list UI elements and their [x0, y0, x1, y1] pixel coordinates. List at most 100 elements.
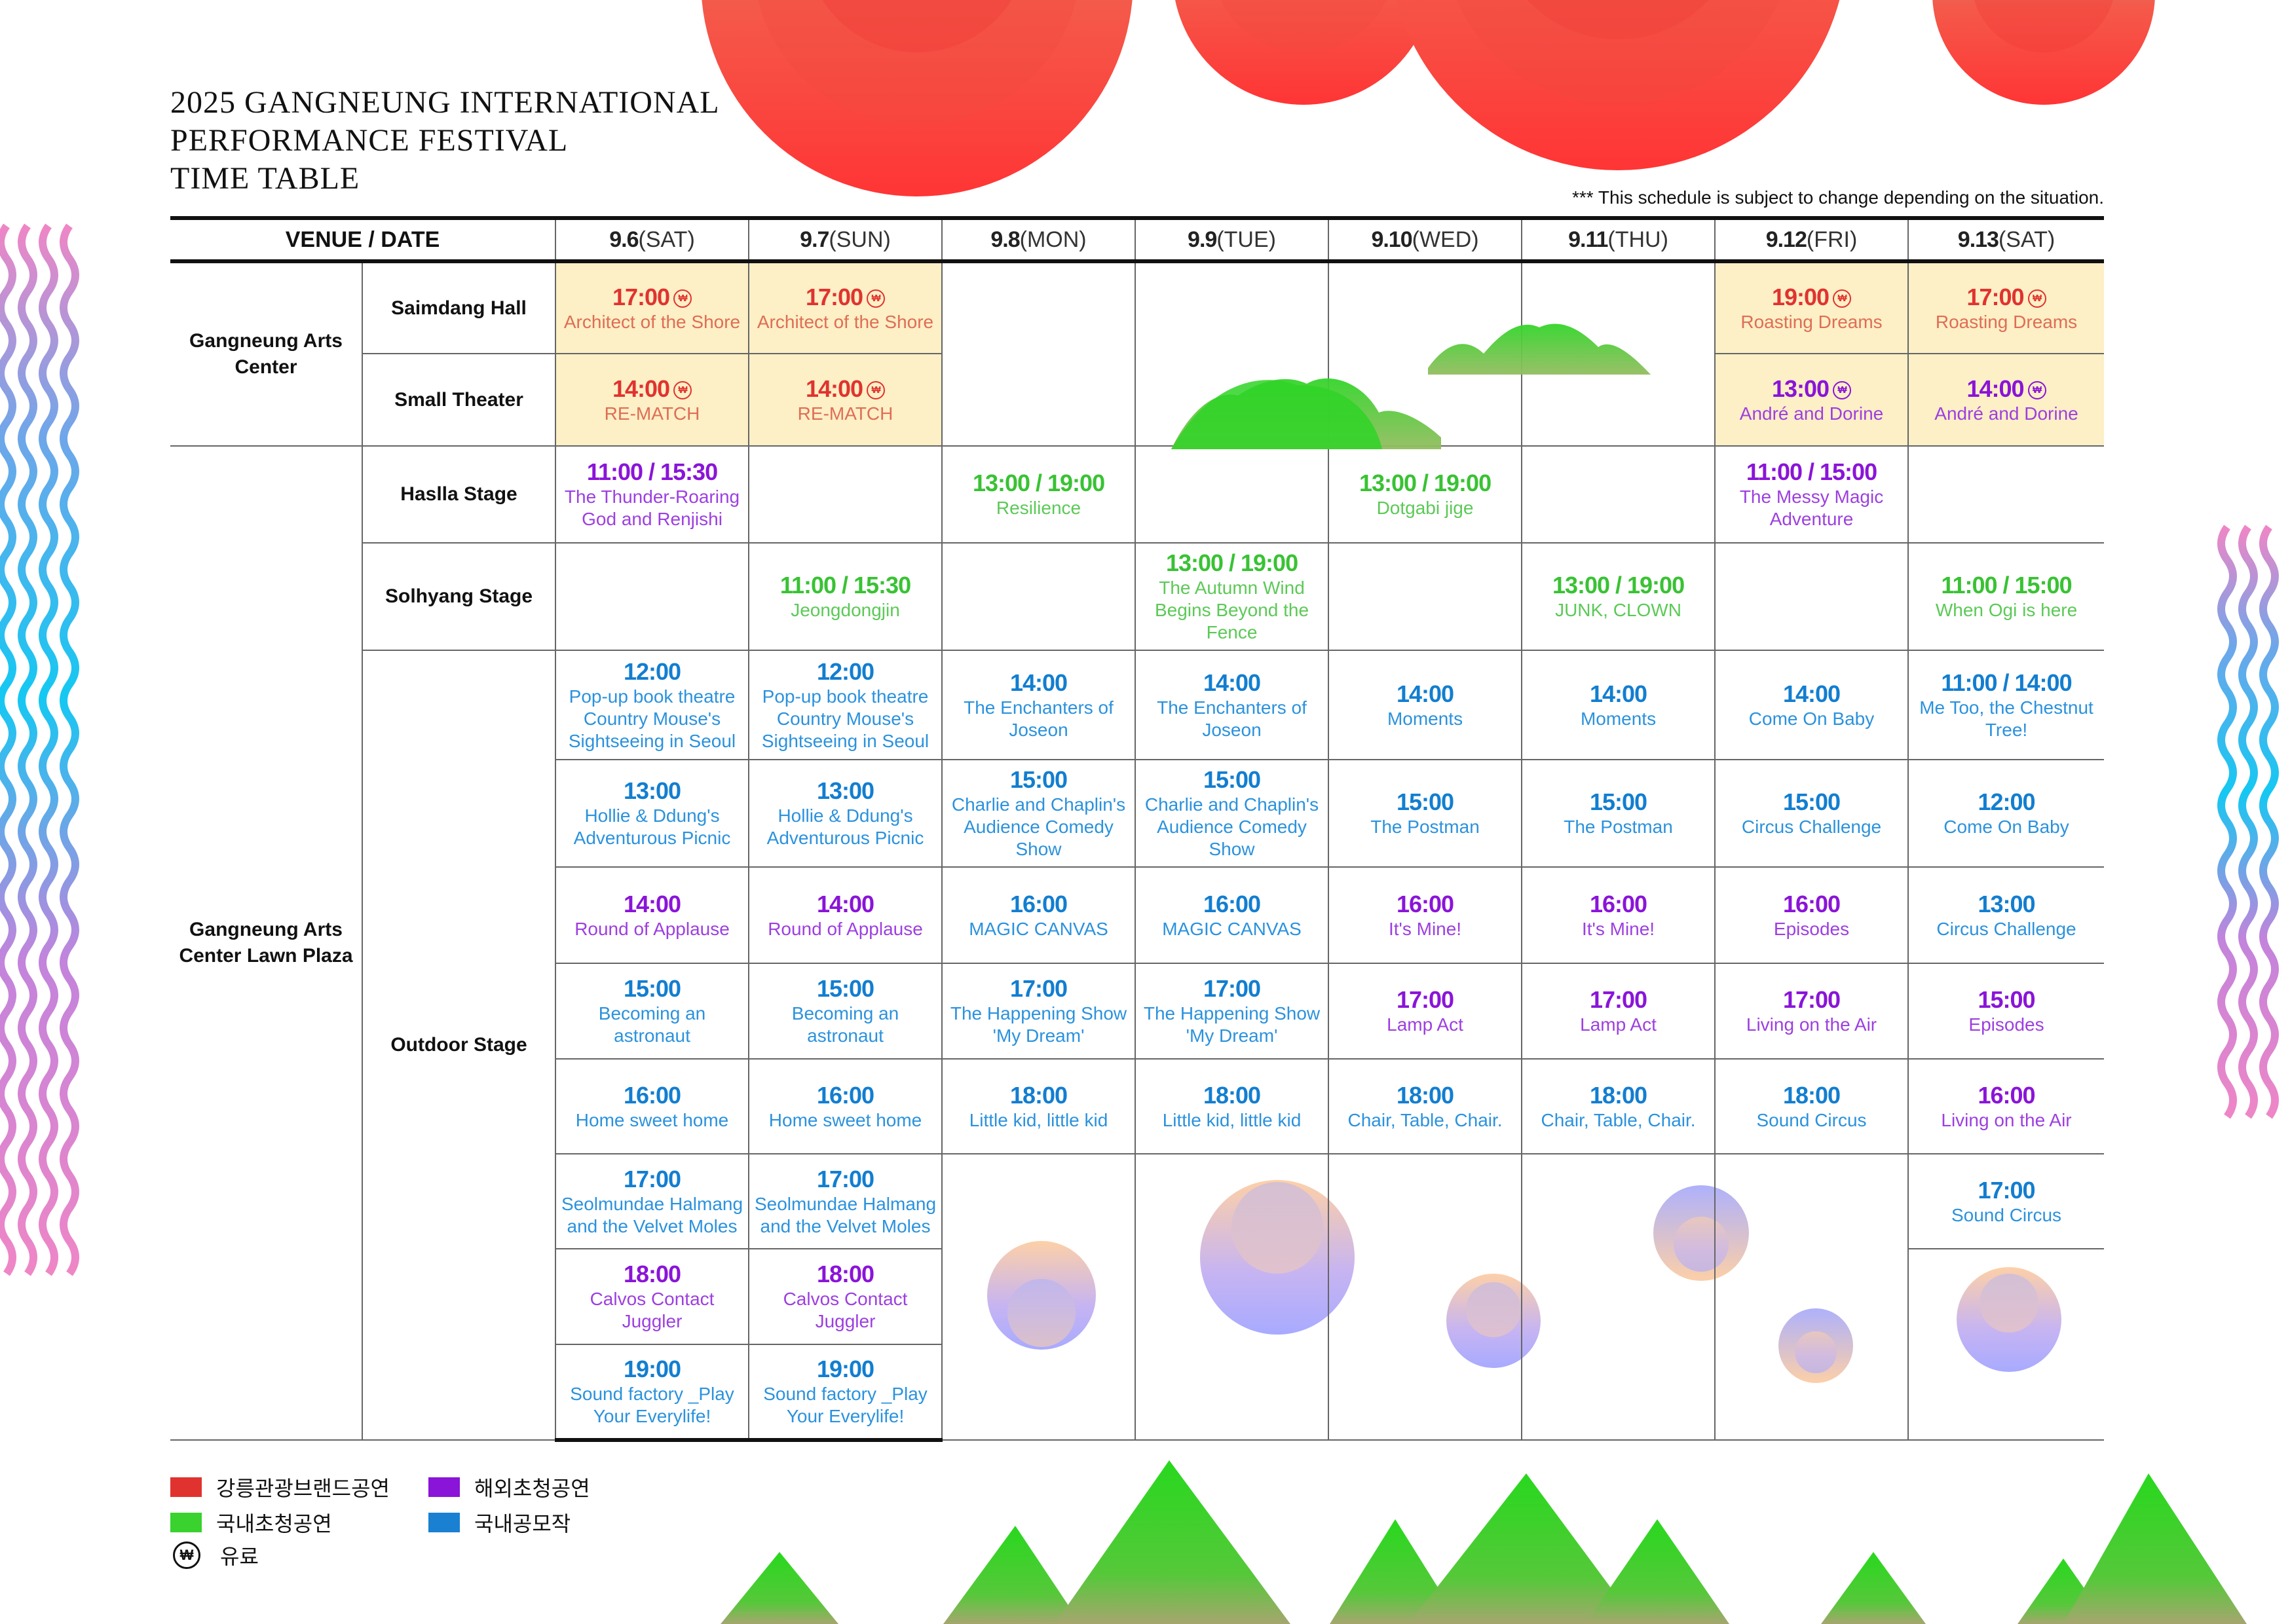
paid-icon: ₩ [1833, 380, 1852, 399]
performance-cell: 15:00 Becoming an astronaut [748, 963, 943, 1060]
performance-cell: 13:00 / 19:00 Dotgabi jige [1328, 445, 1523, 544]
performance-cell: 11:00 / 15:00 The Messy Magic Adventure [1714, 445, 1909, 544]
row-outdoor: 14:00 Round of Applause 14:00 Round of App… [170, 866, 2105, 964]
performance-cell: 14:00 Moments [1521, 650, 1716, 760]
legend-item-domestic-open: 국내공모작 [428, 1507, 571, 1538]
venue-lawn-plaza: Gangneung Arts Center Lawn Plaza [170, 445, 363, 1441]
top-circle-decoration [702, 0, 2155, 196]
empty-cell [1521, 261, 1716, 447]
row-outdoor: Outdoor Stage 12:00 Pop-up book theatre C… [170, 650, 2105, 1441]
row-outdoor: 13:00 Hollie & Ddung's Adventurous Picnic… [170, 759, 2105, 868]
performance-cell: 13:00 / 19:00 Resilience [941, 445, 1136, 544]
performance-cell: 15:00 Becoming an astronaut [555, 963, 750, 1060]
performance-cell: 19:00 Sound factory _Play Your Everylife! [748, 1344, 943, 1442]
empty-cell [1328, 542, 1523, 651]
date-header: 9.6(SAT) [555, 216, 750, 263]
subvenue-solhyang: Solhyang Stage [361, 542, 557, 651]
left-wave-decoration [0, 223, 79, 1276]
legend-item-brand: 강릉관광브랜드공연 [170, 1472, 390, 1502]
performance-cell: 18:00 Calvos Contact Juggler [748, 1248, 943, 1345]
performance-cell: 15:00 Charlie and Chaplin's Audience Come… [941, 759, 1136, 868]
venue-date-header: VENUE / DATE [170, 216, 557, 263]
performance-cell: 17:00 ₩ Architect of the Shore [555, 261, 750, 354]
empty-cell [941, 542, 1136, 651]
paid-icon: ₩ [673, 289, 692, 308]
performance-cell: 13:00 ₩ André and Dorine [1714, 353, 1909, 447]
empty-cell [748, 445, 943, 544]
performance-cell: 11:00 / 15:00 When Ogi is here [1907, 542, 2105, 651]
performance-cell: 17:00 ₩ Roasting Dreams [1907, 261, 2105, 354]
empty-cell [1714, 542, 1909, 651]
subvenue-haslla: Haslla Stage [361, 445, 557, 544]
empty-cell [1135, 261, 1330, 447]
performance-cell: 16:00 It's Mine! [1521, 866, 1716, 964]
timetable: VENUE / DATE 9.6(SAT) 9.7(SUN) 9.8(MON) … [170, 216, 2105, 1442]
performance-cell: 13:00 / 19:00 JUNK, CLOWN [1521, 542, 1716, 651]
performance-cell: 18:00 Chair, Table, Chair. [1328, 1058, 1523, 1154]
paid-icon: ₩ [2027, 289, 2046, 308]
date-header: 9.11(THU) [1521, 216, 1716, 263]
performance-cell: 18:00 Little kid, little kid [1135, 1058, 1330, 1154]
performance-cell: 16:00 MAGIC CANVAS [941, 866, 1136, 964]
performance-cell: 18:00 Calvos Contact Juggler [555, 1248, 750, 1345]
performance-cell: 16:00 Home sweet home [555, 1058, 750, 1154]
date-header: 9.12(FRI) [1714, 216, 1909, 263]
legend-item-domestic-invited: 국내초청공연 [170, 1507, 332, 1538]
empty-cell [1521, 445, 1716, 544]
performance-cell: 19:00 Sound factory _Play Your Everylife! [555, 1344, 750, 1442]
title-line-3: TIME TABLE [170, 161, 360, 196]
venue-arts-center: Gangneung Arts Center [170, 261, 363, 447]
paid-icon: ₩ [867, 380, 886, 399]
performance-cell: 14:00 Round of Applause [555, 866, 750, 964]
legend-swatch [170, 1477, 202, 1497]
row-outdoor: 17:00 Seolmundae Halmang and the Velvet M… [170, 1153, 2105, 1441]
subvenue-small-theater: Small Theater [361, 353, 557, 447]
performance-cell: 19:00 ₩ Roasting Dreams [1714, 261, 1909, 354]
date-header: 9.13(SAT) [1907, 216, 2105, 263]
row-small-theater: Small Theater 14:00 ₩ RE-MATCH 14:00 ₩ RE-MA… [170, 353, 2105, 447]
row-outdoor: 19:00 Sound factory _Play Your Everylife!… [170, 1344, 2104, 1442]
date-header: 9.7(SUN) [748, 216, 943, 263]
empty-cell [1521, 1153, 1716, 1441]
legend-swatch [170, 1513, 202, 1532]
legend-item-overseas: 해외초청공연 [428, 1472, 590, 1502]
empty-cell [1135, 1153, 1330, 1441]
performance-cell: 11:00 / 14:00 Me Too, the Chestnut Tree! [1907, 650, 2105, 760]
row-saimdang: Gangneung Arts Center Saimdang Hall 17:0… [170, 261, 2105, 447]
row-outdoor: 16:00 Home sweet home 16:00 Home sweet hom… [170, 1058, 2105, 1154]
performance-cell: 16:00 MAGIC CANVAS [1135, 866, 1330, 964]
performance-cell: 17:00 Sound Circus [1907, 1153, 2105, 1249]
date-header: 9.10(WED) [1328, 216, 1523, 263]
performance-cell: 12:00 Pop-up book theatre Country Mouse's… [555, 650, 750, 760]
performance-cell: 16:00 Home sweet home [748, 1058, 943, 1154]
date-header: 9.9(TUE) [1135, 216, 1330, 263]
schedule-notice: *** This schedule is subject to change d… [1571, 187, 2104, 208]
page-title: 2025 GANGNEUNG INTERNATIONAL PERFORMANCE… [170, 84, 720, 198]
row-haslla: Gangneung Arts Center Lawn Plaza Haslla … [170, 445, 2105, 1441]
performance-cell: 16:00 Episodes [1714, 866, 1909, 964]
performance-cell: 14:00 ₩ André and Dorine [1907, 353, 2105, 447]
performance-cell: 15:00 Charlie and Chaplin's Audience Come… [1135, 759, 1330, 868]
title-line-1: 2025 GANGNEUNG INTERNATIONAL [170, 85, 720, 120]
performance-cell: 14:00 The Enchanters of Joseon [1135, 650, 1330, 760]
performance-cell: 14:00 Come On Baby [1714, 650, 1909, 760]
performance-cell: 14:00 The Enchanters of Joseon [941, 650, 1136, 760]
empty-cell [1907, 1248, 2105, 1441]
date-header: 9.8(MON) [941, 216, 1136, 263]
empty-cell [1907, 445, 2105, 544]
right-wave-decoration [2217, 525, 2279, 1119]
performance-cell: 11:00 / 15:30 The Thunder-Roaring God and… [555, 445, 750, 544]
empty-cell [1714, 1153, 1909, 1441]
empty-cell [1328, 261, 1523, 447]
row-outdoor: 18:00 Calvos Contact Juggler 18:00 Calvos … [170, 1248, 2105, 1441]
paid-icon: ₩ [673, 380, 692, 399]
paid-icon: ₩ [1833, 289, 1852, 308]
subvenue-outdoor: Outdoor Stage [361, 650, 557, 1441]
performance-cell: 16:00 It's Mine! [1328, 866, 1523, 964]
row-solhyang: Solhyang Stage 11:00 / 15:30 Jeongdongjin… [170, 542, 2105, 651]
performance-cell: 17:00 Lamp Act [1521, 963, 1716, 1060]
performance-cell: 17:00 The Happening Show 'My Dream' [941, 963, 1136, 1060]
performance-cell: 11:00 / 15:30 Jeongdongjin [748, 542, 943, 651]
title-line-2: PERFORMANCE FESTIVAL [170, 123, 569, 158]
performance-cell: 16:00 Living on the Air [1907, 1058, 2105, 1154]
